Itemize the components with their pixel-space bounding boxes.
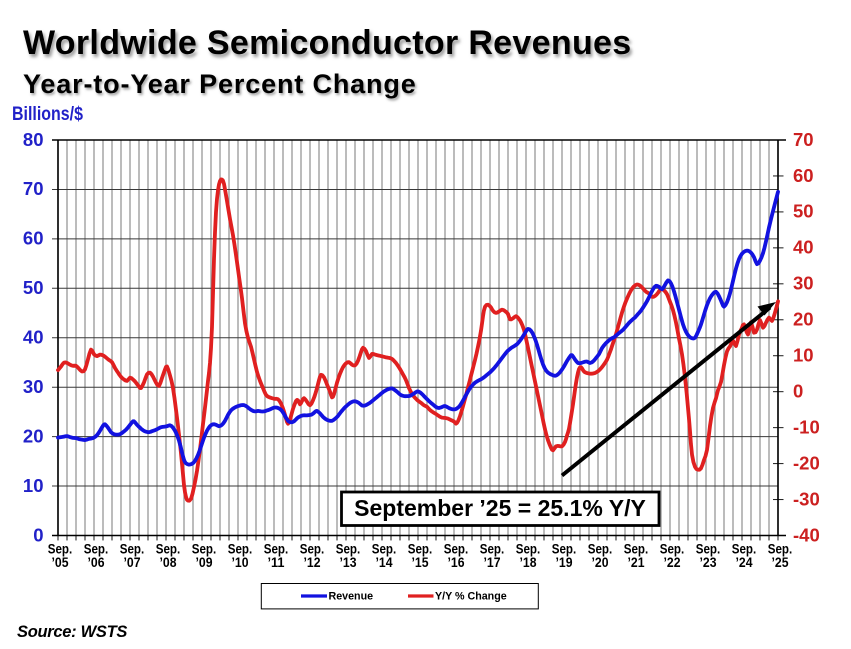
svg-text:’17: ’17 <box>484 554 501 570</box>
svg-text:’13: ’13 <box>340 554 357 570</box>
svg-text:’08: ’08 <box>160 554 177 570</box>
svg-text:Sep.: Sep. <box>516 540 541 556</box>
svg-text:Sep.: Sep. <box>120 540 145 556</box>
svg-text:’20: ’20 <box>592 554 609 570</box>
svg-text:Sep.: Sep. <box>192 540 217 556</box>
svg-text:Sep.: Sep. <box>768 540 793 556</box>
svg-text:Sep.: Sep. <box>336 540 361 556</box>
svg-text:’25: ’25 <box>772 554 789 570</box>
svg-text:’05: ’05 <box>52 554 69 570</box>
svg-text:Revenue: Revenue <box>329 591 374 603</box>
svg-text:’21: ’21 <box>628 554 645 570</box>
svg-text:Sep.: Sep. <box>264 540 289 556</box>
svg-text:’06: ’06 <box>88 554 105 570</box>
svg-text:20: 20 <box>23 425 44 446</box>
svg-text:September ’25 = 25.1% Y/Y: September ’25 = 25.1% Y/Y <box>354 495 646 521</box>
svg-text:50: 50 <box>23 277 44 298</box>
svg-text:20: 20 <box>793 309 814 330</box>
svg-text:Sep.: Sep. <box>156 540 181 556</box>
svg-text:0: 0 <box>33 524 43 545</box>
svg-text:Sep.: Sep. <box>732 540 757 556</box>
svg-text:Sep.: Sep. <box>300 540 325 556</box>
svg-text:’07: ’07 <box>124 554 141 570</box>
svg-text:Sep.: Sep. <box>228 540 253 556</box>
svg-text:’16: ’16 <box>448 554 465 570</box>
svg-text:Sep.: Sep. <box>444 540 469 556</box>
svg-text:Sep.: Sep. <box>624 540 649 556</box>
svg-text:-30: -30 <box>793 488 820 509</box>
svg-text:-40: -40 <box>793 524 820 545</box>
svg-text:Sep.: Sep. <box>696 540 721 556</box>
svg-text:’14: ’14 <box>376 554 393 570</box>
svg-text:Sep.: Sep. <box>660 540 685 556</box>
svg-text:’19: ’19 <box>556 554 573 570</box>
svg-text:’22: ’22 <box>664 554 681 570</box>
svg-text:10: 10 <box>23 475 44 496</box>
svg-text:30: 30 <box>793 273 814 294</box>
svg-text:’12: ’12 <box>304 554 321 570</box>
svg-text:40: 40 <box>23 327 44 348</box>
svg-text:50: 50 <box>793 201 814 222</box>
svg-text:’09: ’09 <box>196 554 213 570</box>
svg-text:Sep.: Sep. <box>588 540 613 556</box>
svg-text:’11: ’11 <box>268 554 285 570</box>
svg-text:Sep.: Sep. <box>372 540 397 556</box>
svg-text:-20: -20 <box>793 452 820 473</box>
svg-text:Sep.: Sep. <box>408 540 433 556</box>
svg-text:70: 70 <box>793 129 814 150</box>
svg-text:60: 60 <box>23 228 44 249</box>
svg-text:Sep.: Sep. <box>48 540 73 556</box>
svg-text:70: 70 <box>23 178 44 199</box>
svg-text:Sep.: Sep. <box>84 540 109 556</box>
svg-text:30: 30 <box>23 376 44 397</box>
svg-text:’18: ’18 <box>520 554 537 570</box>
svg-text:’10: ’10 <box>232 554 249 570</box>
svg-text:’24: ’24 <box>736 554 753 570</box>
svg-text:Sep.: Sep. <box>552 540 577 556</box>
svg-text:-10: -10 <box>793 416 820 437</box>
svg-text:’23: ’23 <box>700 554 717 570</box>
svg-text:’15: ’15 <box>412 554 429 570</box>
svg-text:10: 10 <box>793 345 814 366</box>
svg-text:Sep.: Sep. <box>480 540 505 556</box>
svg-text:60: 60 <box>793 165 814 186</box>
svg-text:40: 40 <box>793 237 814 258</box>
svg-text:Y/Y % Change: Y/Y % Change <box>435 591 507 603</box>
svg-text:0: 0 <box>793 381 803 402</box>
svg-text:80: 80 <box>23 129 44 150</box>
